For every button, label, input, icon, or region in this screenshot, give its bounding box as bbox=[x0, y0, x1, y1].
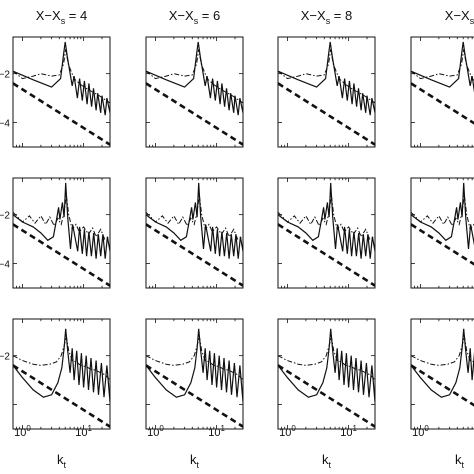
x-tick-label: 100 bbox=[14, 424, 31, 439]
panel-frame bbox=[277, 177, 376, 289]
y-tick-label: −2 bbox=[0, 211, 10, 222]
reference-line bbox=[411, 223, 474, 266]
dashdot-series bbox=[13, 195, 110, 240]
reference-line bbox=[146, 82, 243, 146]
panel-frame bbox=[12, 36, 111, 148]
panel bbox=[410, 177, 474, 289]
dashdot-series bbox=[278, 335, 375, 381]
reference-line bbox=[278, 364, 375, 428]
reference-line bbox=[278, 223, 375, 287]
reference-line bbox=[13, 223, 110, 287]
panel-frame bbox=[145, 36, 244, 148]
x-tick-label: 100 bbox=[279, 424, 296, 439]
panel bbox=[145, 177, 244, 289]
panel-frame bbox=[410, 36, 474, 148]
panel-frame bbox=[410, 177, 474, 289]
column-title: X−Xs = 4 bbox=[36, 8, 87, 26]
solid-series bbox=[278, 328, 375, 403]
y-tick-label: −4 bbox=[0, 260, 10, 271]
panel: −2 −4 bbox=[0, 36, 111, 148]
solid-series bbox=[411, 328, 474, 398]
dashdot-series bbox=[146, 49, 243, 104]
panel-frame bbox=[12, 318, 111, 430]
solid-series bbox=[146, 41, 243, 116]
x-tick-label: 101 bbox=[340, 424, 357, 439]
column-title: X−Xs = 6 bbox=[169, 8, 220, 26]
dashdot-series bbox=[411, 335, 474, 366]
solid-series bbox=[13, 182, 110, 259]
x-axis-label: kt bbox=[322, 452, 332, 470]
x-tick-label: 101 bbox=[75, 424, 92, 439]
solid-series bbox=[278, 182, 375, 259]
panel: −2 100 101 kt bbox=[0, 318, 111, 470]
reference-line bbox=[13, 82, 110, 146]
x-tick-label: 100 bbox=[147, 424, 164, 439]
reference-line bbox=[13, 364, 110, 428]
dashdot-series bbox=[13, 335, 110, 381]
panel bbox=[410, 36, 474, 148]
reference-line bbox=[411, 364, 474, 407]
dashdot-series bbox=[278, 49, 375, 104]
reference-line bbox=[146, 364, 243, 428]
y-tick-label: −4 bbox=[0, 119, 10, 130]
panel-frame bbox=[145, 318, 244, 430]
y-tick-label: −2 bbox=[0, 70, 10, 81]
solid-series bbox=[411, 41, 474, 93]
x-axis-label: kt bbox=[190, 452, 200, 470]
panel-layer: X−Xs = 4 X−Xs = 6 X−Xs = 8 X−Xs −2 −4 −2 −4 −2 10… bbox=[0, 8, 474, 470]
column-title: X−Xs = 8 bbox=[301, 8, 352, 26]
panel: −2 −4 bbox=[0, 177, 111, 289]
panel: 100 101 kt bbox=[145, 318, 244, 470]
panel-frame bbox=[12, 177, 111, 289]
solid-series bbox=[146, 182, 243, 259]
panel-frame bbox=[277, 318, 376, 430]
panel-frame bbox=[277, 36, 376, 148]
x-tick-label: 101 bbox=[208, 424, 225, 439]
solid-series bbox=[13, 41, 110, 116]
dashdot-series bbox=[146, 335, 243, 381]
solid-series bbox=[146, 328, 243, 403]
dashdot-series bbox=[13, 49, 110, 104]
panel bbox=[277, 177, 376, 289]
reference-line bbox=[278, 82, 375, 146]
dashdot-series bbox=[278, 195, 375, 240]
column-title: X−Xs bbox=[445, 8, 474, 26]
panel: 100 101 kt bbox=[277, 318, 376, 470]
solid-series bbox=[278, 41, 375, 116]
panel-frame bbox=[145, 177, 244, 289]
dashdot-series bbox=[146, 195, 243, 240]
reference-line bbox=[411, 82, 474, 125]
panel-frame bbox=[410, 318, 474, 430]
x-tick-label: 100 bbox=[412, 424, 429, 439]
solid-series bbox=[13, 328, 110, 403]
dashdot-series bbox=[411, 49, 474, 82]
y-tick-label: −2 bbox=[0, 352, 10, 363]
panel bbox=[145, 36, 244, 148]
x-axis-label: kt bbox=[455, 452, 465, 470]
solid-series bbox=[411, 182, 474, 249]
x-axis-label: kt bbox=[57, 452, 67, 470]
panel bbox=[277, 36, 376, 148]
reference-line bbox=[146, 223, 243, 287]
